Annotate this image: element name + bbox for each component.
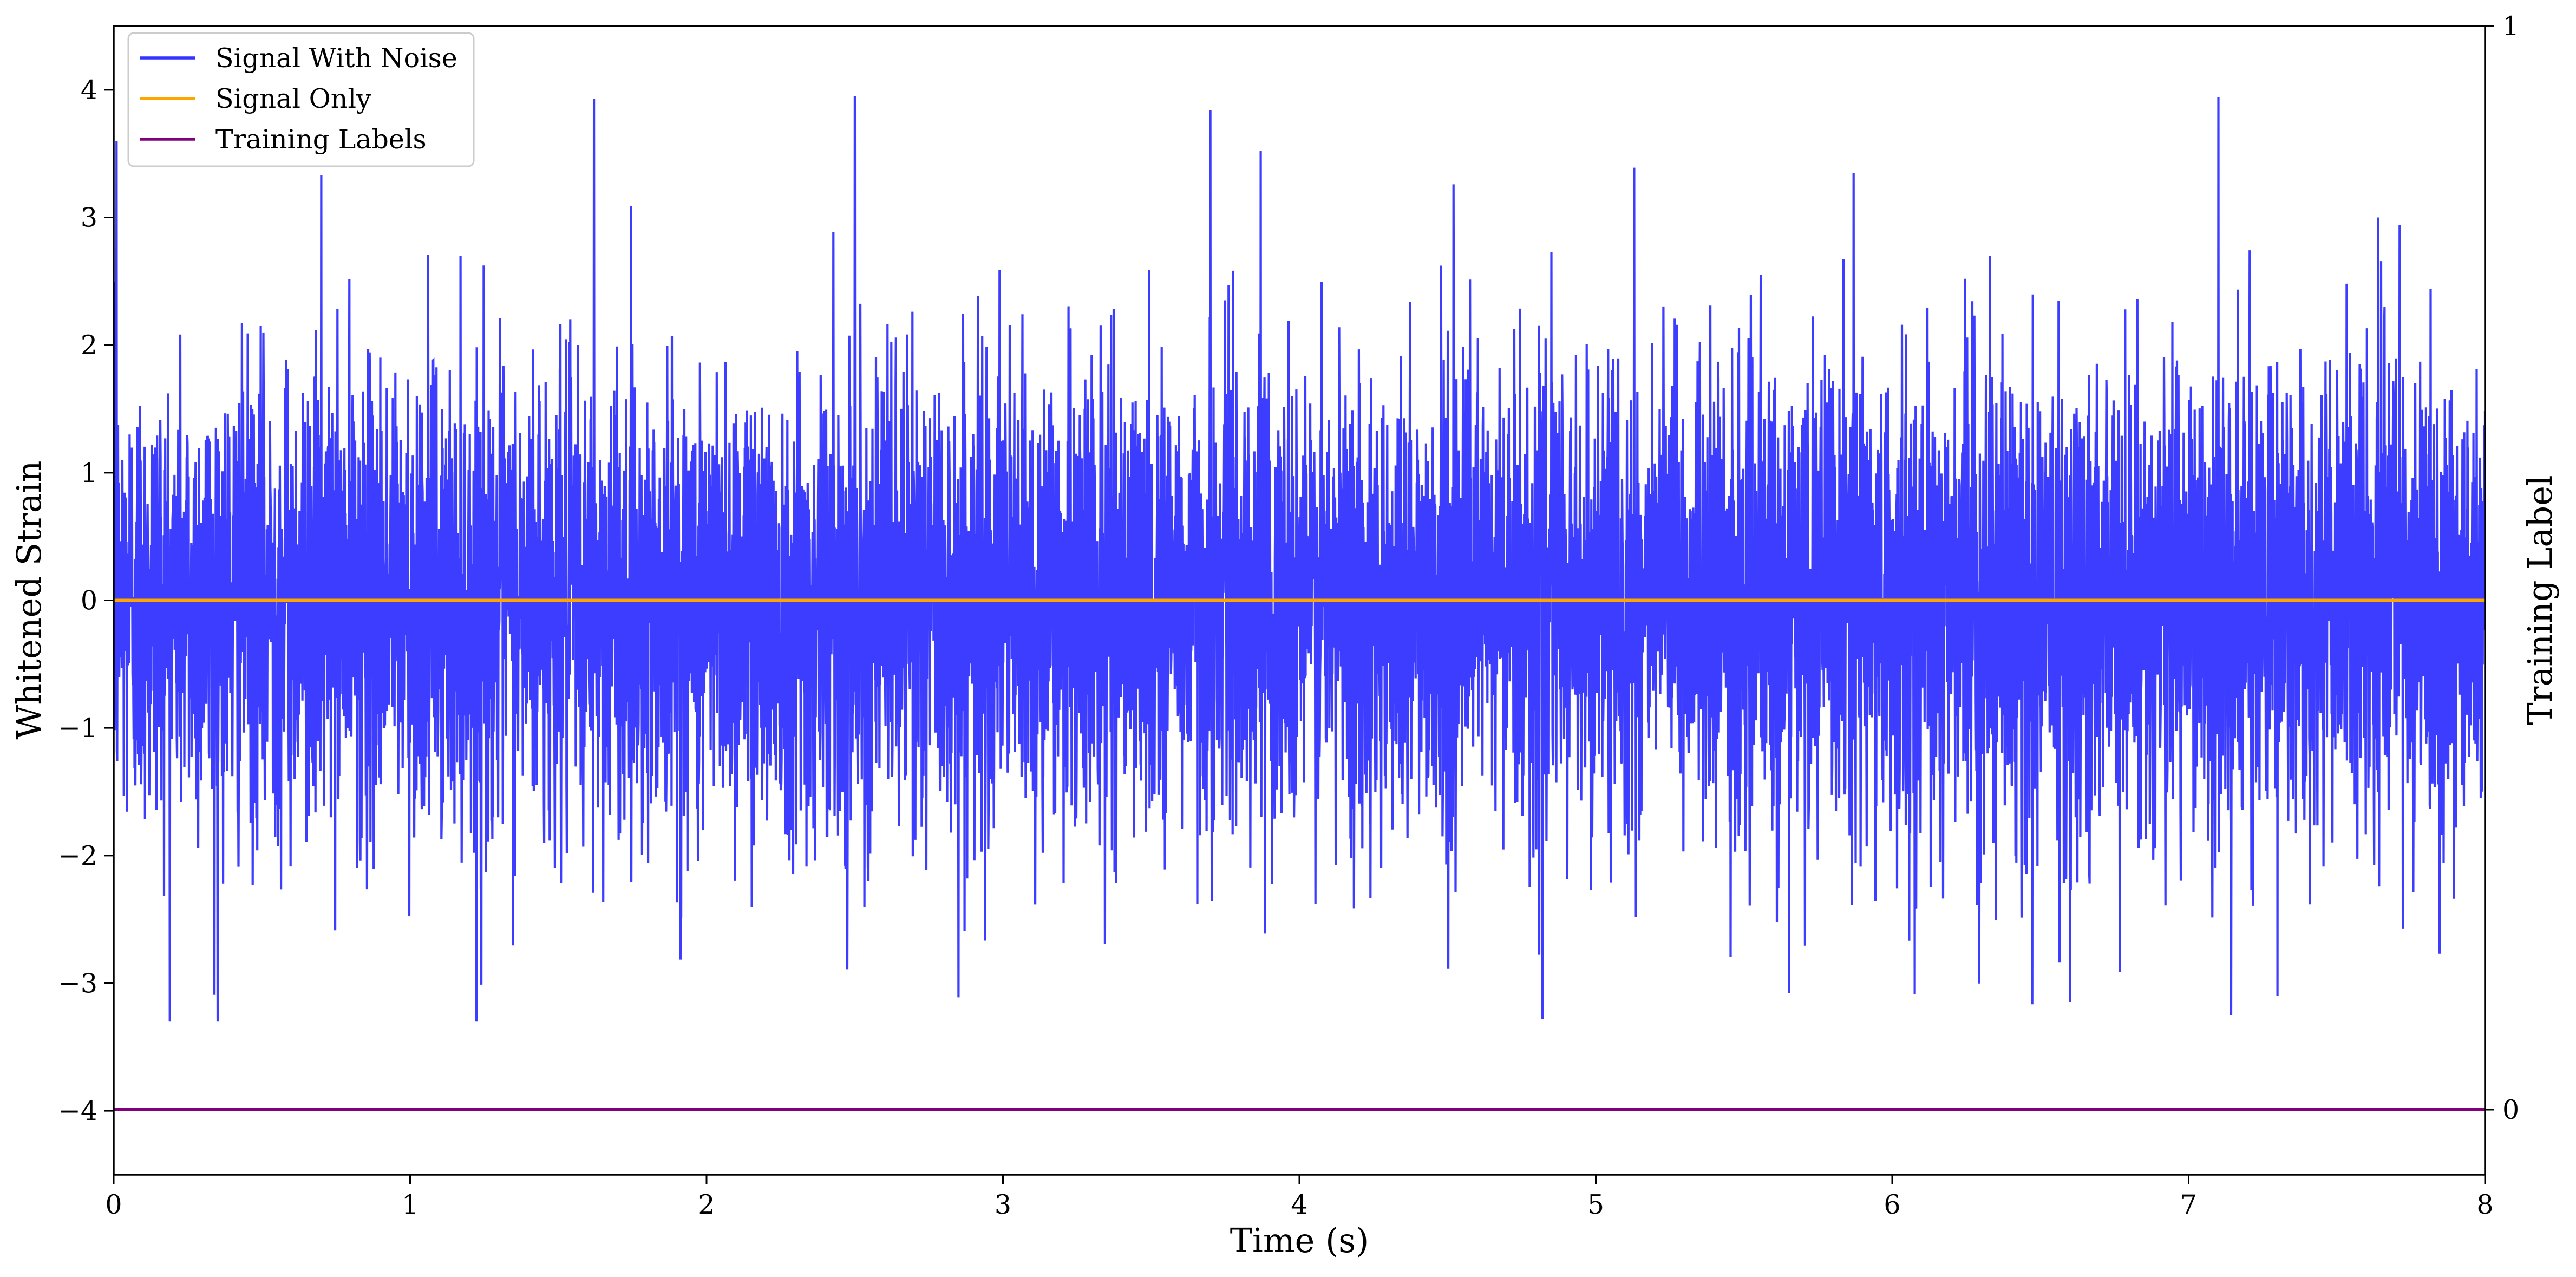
x-tick-label: 0 [105,1189,122,1220]
x-tick-label: 3 [995,1189,1011,1220]
y2-tick-label: 1 [2502,11,2519,42]
y-tick-label: −3 [58,968,97,999]
y2-tick-label: 0 [2502,1094,2519,1125]
y-axis-title: Whitened Strain [9,461,49,740]
y-axis-left: −4 −3 −2 −1 0 1 2 3 4 [58,75,114,1126]
series-signal-with-noise [114,96,2485,1022]
x-tick-label: 4 [1291,1189,1307,1220]
x-axis-title: Time (s) [1230,1221,1369,1260]
y-tick-label: 0 [81,585,97,616]
legend-label-signal-only: Signal Only [215,83,371,114]
y-tick-label: −2 [58,841,97,871]
legend-label-signal-with-noise: Signal With Noise [215,43,457,74]
x-tick-label: 5 [1587,1189,1604,1220]
legend: Signal With Noise Signal Only Training L… [127,32,475,167]
legend-label-training-labels: Training Labels [215,124,427,155]
x-tick-label: 2 [698,1189,715,1220]
x-axis: 0 1 2 3 4 5 6 7 8 [105,1175,2494,1220]
y-tick-label: 3 [81,203,97,233]
x-tick-label: 8 [2476,1189,2493,1220]
y-tick-label: −1 [58,713,97,744]
y-tick-label: 4 [81,75,97,106]
y-axis-right: 01 [2485,11,2519,1125]
x-tick-label: 7 [2180,1189,2197,1220]
y-tick-label: −4 [58,1096,97,1126]
legend-box [127,32,475,167]
y-tick-label: 1 [81,458,97,488]
series-lines [114,598,2485,1111]
series-line-signal-with-noise [114,96,2485,1022]
x-tick-label: 6 [1884,1189,1900,1220]
x-tick-label: 1 [402,1189,419,1220]
y-tick-label: 2 [81,330,97,361]
y2-axis-title: Training Label [2520,475,2560,725]
